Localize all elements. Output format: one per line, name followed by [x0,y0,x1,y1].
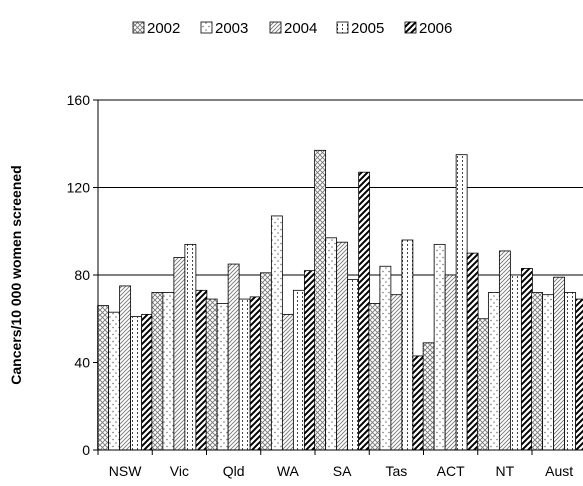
x-tick-label: Qld [223,463,245,479]
bar-qld-2002 [205,298,218,451]
bar-sa-2006 [358,171,371,451]
bar-tas-2004 [390,294,403,451]
bars [97,149,583,451]
bar-tas-2003 [379,265,392,451]
legend-label-2002: 2002 [147,20,180,37]
bar-nt-2003 [487,292,500,451]
legend-swatch-2006 [404,21,417,34]
x-tick-label: Aust [545,463,573,479]
bar-act-2006 [466,252,479,451]
bar-aust-2004 [553,276,566,451]
x-tick-label: SA [333,463,352,479]
legend-swatch-2002 [132,21,145,34]
y-tick-label: 40 [74,355,90,371]
bar-vic-2005 [184,243,197,451]
bar-nsw-2002 [97,305,110,451]
legend-label-2006: 2006 [419,20,452,37]
legend: 2002 2003 2004 2005 2006 [132,20,452,37]
bar-nsw-2004 [119,285,132,451]
bar-vic-2002 [151,292,164,451]
bar-wa-2005 [292,289,305,451]
bar-tas-2006 [412,355,425,451]
bar-tas-2005 [401,239,414,451]
legend-label-2005: 2005 [351,20,384,37]
bar-wa-2006 [303,270,316,451]
x-tick-label: NT [496,463,515,479]
legend-swatch-2004 [269,21,282,34]
bar-qld-2005 [238,298,251,451]
bar-act-2005 [455,154,468,451]
y-axis-title: Cancers/10 000 women screened [8,165,24,384]
bar-nsw-2003 [108,311,121,451]
x-tick-label: ACT [437,463,465,479]
bar-sa-2002 [314,149,327,451]
bar-vic-2006 [195,289,208,451]
y-tick-label: 80 [74,267,90,283]
bar-sa-2004 [336,241,349,451]
bar-nsw-2006 [141,313,154,451]
legend-swatch-2005 [336,21,349,34]
x-tick-label: WA [277,463,300,479]
bar-wa-2004 [281,313,294,451]
bar-nsw-2005 [130,316,143,451]
bar-wa-2002 [259,272,272,451]
bar-act-2004 [444,274,457,451]
bar-qld-2004 [227,263,240,451]
bar-vic-2003 [162,292,175,451]
x-tick-label: Tas [385,463,407,479]
x-tick-label: Vic [170,463,189,479]
legend-label-2004: 2004 [284,20,317,37]
y-tick-labels: 0 40 80 120 160 [67,92,91,458]
y-tick-label: 120 [67,180,91,196]
bar-aust-2003 [542,294,555,451]
bar-tas-2002 [368,303,381,451]
x-tick-labels: NSW Vic Qld WA SA Tas ACT NT Aust [109,463,573,479]
bar-act-2002 [422,342,435,451]
bar-aust-2005 [564,292,577,451]
bar-nt-2004 [498,250,511,451]
bar-act-2003 [433,243,446,451]
y-tick-label: 160 [67,92,91,108]
legend-label-2003: 2003 [215,20,248,37]
bar-sa-2005 [347,278,360,451]
bar-aust-2002 [531,292,544,451]
bar-aust-2006 [575,298,583,451]
axes [97,100,583,455]
bar-wa-2003 [270,215,283,451]
bar-nt-2005 [509,274,522,451]
y-tick-label: 0 [82,442,90,458]
bar-vic-2004 [173,257,186,451]
x-tick-label: NSW [109,463,142,479]
bar-nt-2002 [476,318,489,451]
bar-qld-2006 [249,296,262,451]
bar-sa-2003 [325,237,338,451]
legend-swatch-2003 [200,21,213,34]
bar-nt-2006 [520,268,533,451]
bar-qld-2003 [216,303,229,451]
